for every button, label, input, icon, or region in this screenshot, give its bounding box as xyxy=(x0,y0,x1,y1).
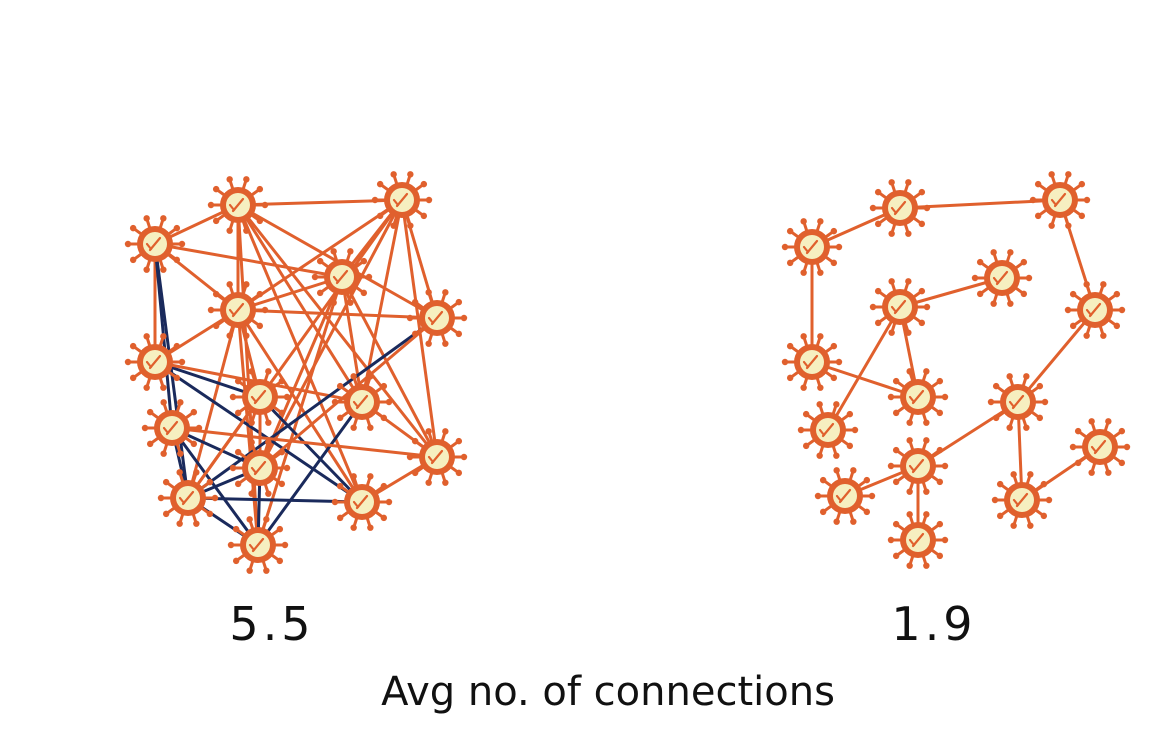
virus-node-icon xyxy=(1028,169,1092,231)
network-edge xyxy=(186,308,240,500)
virus-node-icon xyxy=(868,177,932,239)
network-edge xyxy=(186,316,439,500)
virus-node-icon xyxy=(868,276,932,338)
network-edge xyxy=(1016,308,1097,404)
network-edge xyxy=(153,242,344,279)
network-edge xyxy=(186,395,262,500)
network-edge xyxy=(236,275,344,312)
network-edge xyxy=(236,203,364,404)
dense-network-edges xyxy=(153,198,439,547)
virus-node-icon xyxy=(140,397,204,459)
virus-node-icon xyxy=(796,399,860,461)
virus-node-icon xyxy=(970,247,1034,309)
virus-node-icon xyxy=(310,246,374,308)
network-edge xyxy=(236,308,260,547)
virus-node-icon xyxy=(370,169,434,231)
network-edge xyxy=(236,308,439,320)
dense-network-nodes xyxy=(123,169,469,576)
network-edge xyxy=(236,203,439,459)
virus-node-icon xyxy=(813,465,877,527)
virus-node-icon xyxy=(1068,416,1132,478)
network-edge xyxy=(340,275,439,459)
network-edge xyxy=(826,305,902,432)
network-edge xyxy=(236,203,364,504)
virus-node-icon xyxy=(1063,279,1127,341)
virus-node-icon xyxy=(886,366,950,428)
network-edge xyxy=(236,198,404,312)
virus-node-icon xyxy=(405,426,469,488)
network-edge xyxy=(810,360,920,399)
sparse-network xyxy=(780,169,1132,571)
sparse-network-value: 1.9 xyxy=(891,597,976,651)
diagram-caption: Avg no. of connections xyxy=(381,669,835,715)
dense-network xyxy=(123,169,469,576)
network-edge xyxy=(400,198,439,459)
network-edge xyxy=(153,360,262,399)
network-edge xyxy=(170,426,439,459)
network-edge xyxy=(340,275,364,404)
network-edge xyxy=(256,400,364,547)
dense-network-value: 5.5 xyxy=(229,597,314,651)
network-edge xyxy=(258,395,364,504)
